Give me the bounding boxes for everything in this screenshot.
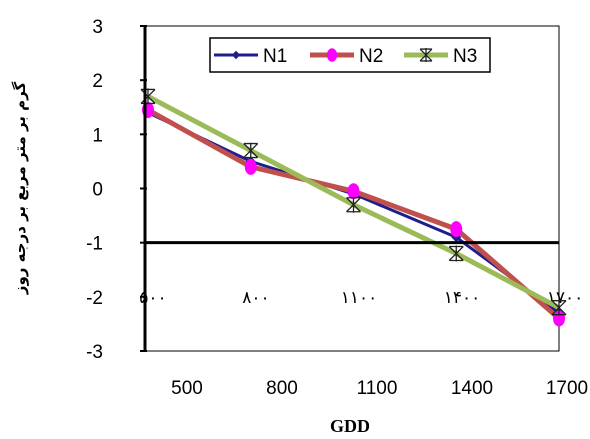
inner-x-label: ۵۰۰ <box>139 288 166 308</box>
data-point-n3 <box>140 88 156 105</box>
legend-label-n2: N2 <box>359 46 383 67</box>
data-point-n1 <box>231 50 241 60</box>
data-point-n3 <box>419 48 433 62</box>
data-point-n3 <box>448 245 464 262</box>
inner-x-label: ۱۴۰۰ <box>444 288 481 308</box>
data-point-n2 <box>347 183 360 200</box>
legend-label-n3: N3 <box>453 46 477 67</box>
y-tick-label: 1 <box>92 125 103 146</box>
y-tick-label: 2 <box>92 71 103 92</box>
x-tick-label: 1700 <box>546 378 588 399</box>
data-point-n3 <box>243 142 259 159</box>
y-tick-label: -3 <box>86 342 103 363</box>
y-tick-label: -1 <box>86 234 103 255</box>
y-tick-label: 3 <box>92 17 103 38</box>
x-tick-label: 1400 <box>451 378 493 399</box>
y-tick-label: -2 <box>86 288 103 309</box>
x-tick-label: 800 <box>266 378 298 399</box>
inner-x-label: ۱۱۰۰ <box>341 288 378 308</box>
data-point-n3 <box>346 196 361 213</box>
data-point-n2 <box>450 221 463 238</box>
data-point-n2 <box>326 48 338 62</box>
x-tick-label: 1100 <box>357 378 398 399</box>
inner-x-label: ۸۰۰ <box>242 288 269 308</box>
x-tick-label: 500 <box>171 378 203 399</box>
data-point-n3 <box>551 299 567 316</box>
data-point-n2 <box>244 158 257 175</box>
legend: N1 N2 N3 <box>209 37 491 73</box>
legend-label-n1: N1 <box>263 46 287 67</box>
inner-x-label: ۱۷۰۰ <box>547 288 584 308</box>
y-tick-label: 0 <box>92 180 103 201</box>
x-axis-label: GDD <box>330 416 370 436</box>
y-axis-label: گرم بر متر مربع بر درجه روز <box>11 82 29 296</box>
